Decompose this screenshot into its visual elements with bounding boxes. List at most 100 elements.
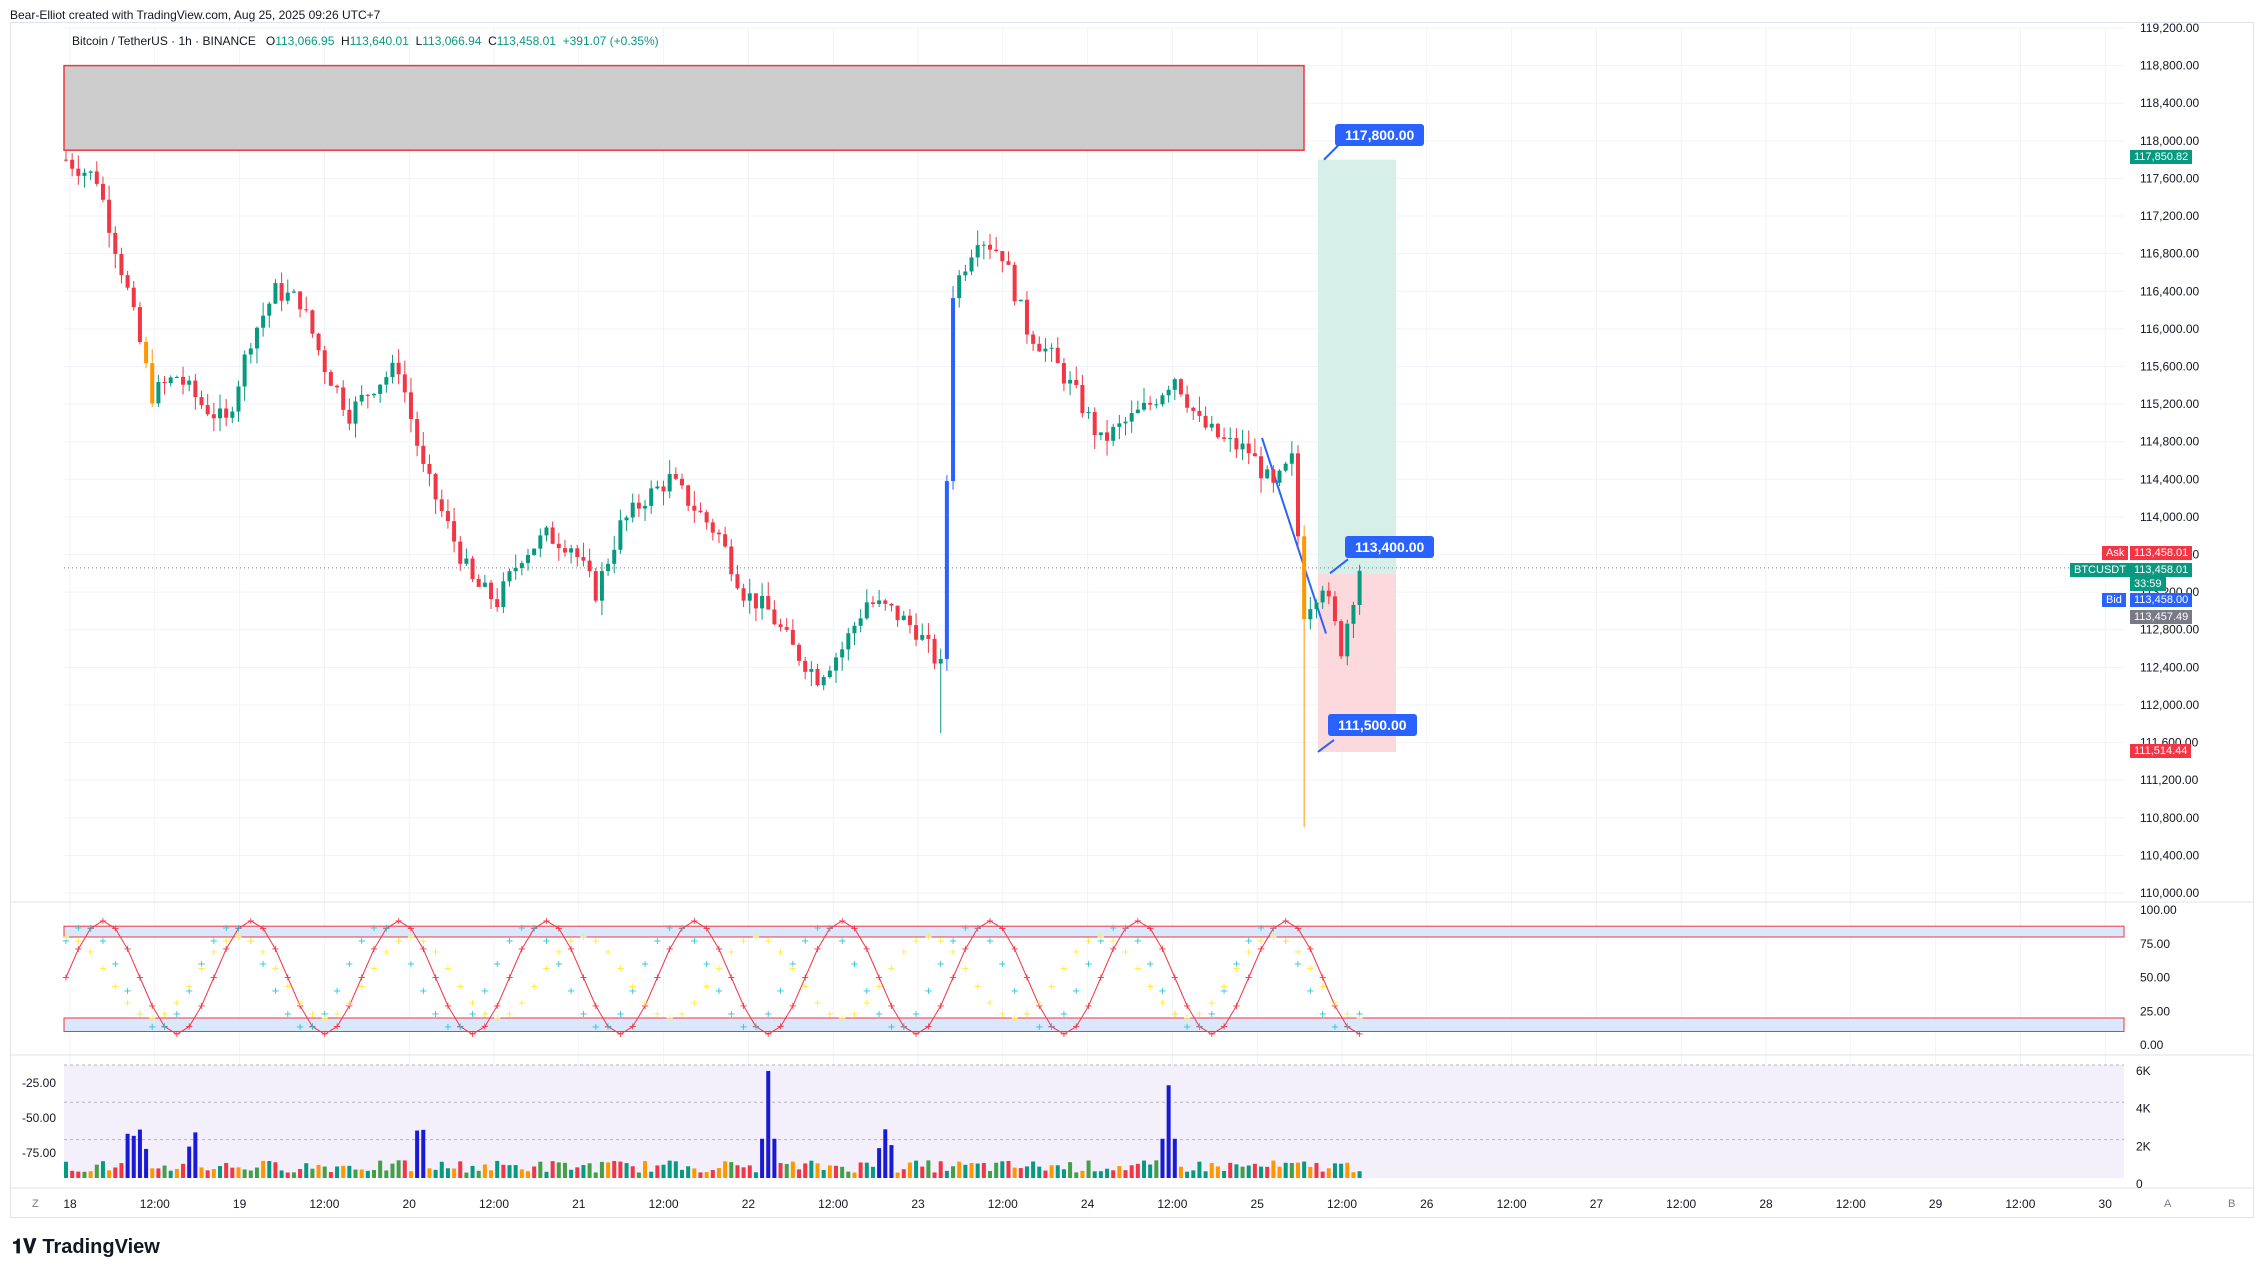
stoch-point: +: [1109, 944, 1117, 955]
stoch-point: +: [1257, 923, 1265, 934]
candle-body: [1197, 410, 1202, 416]
candle-body: [70, 159, 75, 169]
stoch-point: +: [863, 944, 871, 955]
stoch-point: +: [197, 959, 205, 970]
volume-bar: [1289, 1163, 1294, 1178]
stoch-point: +: [247, 936, 255, 947]
candle-body: [1228, 438, 1233, 440]
volume-bar: [76, 1171, 81, 1178]
volume-bar: [162, 1165, 167, 1178]
volume-bar: [803, 1163, 808, 1178]
stoch-point: +: [1208, 1009, 1216, 1020]
volume-bar: [298, 1169, 303, 1178]
candle-body: [421, 445, 426, 464]
stoch-point: +: [247, 936, 255, 947]
volume-bar: [464, 1172, 469, 1178]
stoch-axis-label: 0.00: [2140, 1038, 2164, 1052]
b-button[interactable]: B: [2228, 1198, 2236, 1210]
candle-body: [618, 520, 623, 550]
candle-body: [994, 249, 999, 252]
price-axis-label: 111,200.00: [2140, 773, 2199, 787]
candle-body: [667, 474, 672, 492]
volume-bar: [70, 1170, 75, 1178]
stoch-point: +: [382, 923, 390, 934]
time-axis-label: 19: [233, 1197, 247, 1211]
zoom-z-button[interactable]: Z: [32, 1198, 39, 1210]
candle-body: [1068, 379, 1073, 384]
candle-body: [519, 563, 524, 568]
h-value: 113,640.01: [349, 34, 409, 48]
time-axis-label: 26: [1420, 1197, 1434, 1211]
volume-bar: [156, 1168, 161, 1178]
stoch-point: +: [813, 923, 821, 934]
stoch-point: +: [321, 1009, 329, 1020]
volume-bar: [131, 1135, 136, 1178]
stoch-point: +: [1060, 963, 1068, 974]
candle-body: [907, 615, 912, 626]
volume-bar: [279, 1170, 284, 1178]
stoch-point: +: [1171, 973, 1179, 984]
volume-bar: [526, 1171, 530, 1178]
stoch-point: +: [1183, 1001, 1191, 1012]
stoch-point: +: [715, 986, 723, 997]
stoch-point: +: [99, 916, 107, 927]
candle-body: [1105, 432, 1110, 441]
stoch-point: +: [222, 936, 230, 947]
stoch-point: +: [74, 936, 82, 947]
candle-body: [1283, 463, 1288, 471]
stoch-point: +: [998, 1009, 1006, 1020]
target-label[interactable]: 117,800.00: [1335, 124, 1425, 146]
candle-body: [1074, 379, 1079, 386]
candle-body: [1154, 404, 1159, 406]
tradingview-logo[interactable]: 𝟏𝐕 TradingView: [12, 1236, 160, 1259]
candle-body: [1215, 423, 1220, 438]
candle-body: [895, 605, 900, 621]
volume-bar: [1296, 1162, 1300, 1178]
auto-scale-button[interactable]: A: [2164, 1198, 2172, 1210]
volume-left-label: -50.00: [22, 1111, 56, 1125]
candle-body: [254, 327, 259, 349]
target-zone: [1318, 159, 1396, 574]
candle-body: [162, 382, 167, 384]
volume-bar: [236, 1167, 241, 1178]
stoch-point: +: [419, 936, 427, 947]
volume-bar: [285, 1172, 290, 1178]
volume-bar: [932, 1172, 937, 1178]
stoch-point: +: [444, 1001, 452, 1012]
stoch-band: [63, 1017, 2125, 1032]
volume-bar: [1068, 1162, 1073, 1178]
volume-bar: [1117, 1166, 1122, 1178]
volume-bar: [261, 1160, 266, 1178]
candle-body: [489, 582, 494, 600]
stoch-point: +: [284, 973, 292, 984]
stoch-point: +: [468, 1009, 476, 1020]
stop-label[interactable]: 111,500.00: [1328, 714, 1417, 736]
stoch-point: +: [1097, 973, 1105, 984]
stoch-point: +: [912, 1009, 920, 1020]
stoch-point: +: [1109, 936, 1117, 947]
volume-bar: [994, 1162, 999, 1178]
stoch-point: +: [148, 1001, 156, 1012]
stoch-point: +: [1121, 923, 1129, 934]
entry-label[interactable]: 113,400.00: [1345, 536, 1435, 558]
volume-bar: [125, 1133, 130, 1178]
volume-axis-label: 4K: [2136, 1102, 2151, 1116]
candle-body: [692, 505, 697, 511]
time-axis-label: 21: [572, 1197, 586, 1211]
stoch-point: +: [530, 923, 538, 934]
volume-bar: [137, 1129, 142, 1178]
candle-body: [581, 557, 586, 561]
volume-bar: [1105, 1168, 1110, 1178]
candle-body: [433, 473, 438, 500]
candle-body: [1265, 469, 1270, 479]
stoch-point: +: [875, 982, 883, 993]
stoch-point: +: [887, 1022, 895, 1033]
volume-bar: [1123, 1170, 1128, 1178]
volume-bar: [316, 1164, 321, 1178]
stoch-point: +: [592, 1022, 600, 1033]
candle-body: [1246, 443, 1251, 454]
volume-bar: [1166, 1085, 1171, 1178]
candle-body: [1308, 609, 1313, 620]
stoch-point: +: [801, 982, 809, 993]
